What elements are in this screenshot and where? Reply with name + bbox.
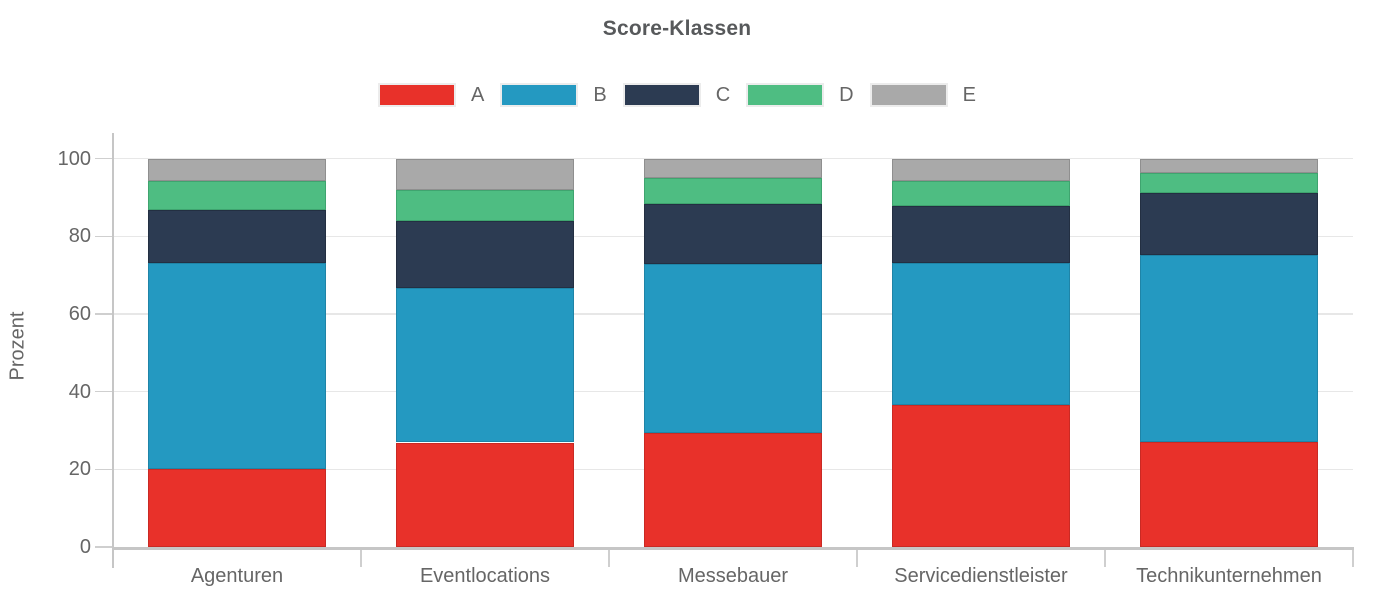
y-tick	[95, 546, 113, 548]
x-category-label: Messebauer	[677, 565, 789, 587]
x-category-label: Eventlocations	[419, 565, 551, 587]
x-category-label: Agenturen	[190, 565, 284, 587]
legend-label: E	[962, 83, 976, 106]
legend-swatch-a	[378, 83, 457, 107]
bar-segment-d[interactable]	[1140, 173, 1318, 193]
bar-segment-d[interactable]	[644, 178, 822, 204]
bar-segment-b[interactable]	[148, 262, 326, 469]
bar-segment-c[interactable]	[396, 220, 574, 288]
bar-segment-a[interactable]	[892, 405, 1070, 547]
x-tick	[1104, 548, 1106, 567]
bar-segment-d[interactable]	[148, 180, 326, 211]
legend-item-e[interactable]: E	[869, 83, 976, 107]
bar-segment-d[interactable]	[396, 190, 574, 221]
chart-title: Score-Klassen	[602, 17, 752, 40]
bar-segment-c[interactable]	[148, 210, 326, 263]
legend-item-d[interactable]: D	[746, 83, 854, 107]
y-tick	[95, 468, 113, 471]
x-axis-line	[112, 547, 1354, 550]
x-category-label: Technikunternehmen	[1136, 565, 1322, 587]
bar-segment-b[interactable]	[1140, 255, 1318, 442]
x-tick	[608, 548, 610, 567]
bar-segment-c[interactable]	[892, 205, 1070, 263]
legend-swatch-e	[869, 83, 948, 107]
legend-item-c[interactable]: C	[622, 83, 731, 107]
y-tick-label: 80	[68, 225, 91, 248]
y-tick	[95, 390, 113, 393]
bar-segment-c[interactable]	[644, 204, 822, 265]
x-category-label: Servicedienstleister	[894, 565, 1068, 587]
legend-item-a[interactable]: A	[378, 83, 484, 107]
y-tick	[95, 235, 113, 238]
y-axis-line	[112, 133, 114, 568]
bar-segment-a[interactable]	[1140, 441, 1318, 547]
bar-segment-e[interactable]	[148, 158, 326, 181]
legend-label: D	[839, 83, 854, 106]
legend-label: C	[715, 83, 731, 106]
bar-segment-b[interactable]	[396, 287, 574, 443]
bar-segment-d[interactable]	[892, 180, 1070, 206]
legend-swatch-b	[500, 83, 579, 107]
bar-segment-e[interactable]	[892, 158, 1070, 181]
legend-swatch-d	[746, 83, 825, 107]
x-tick	[1352, 548, 1354, 567]
legend-label: A	[471, 83, 485, 106]
bar-segment-b[interactable]	[892, 262, 1070, 406]
bar-segment-b[interactable]	[644, 264, 822, 434]
legend: A B C D E	[0, 83, 1354, 107]
bar-segment-e[interactable]	[644, 158, 822, 179]
y-tick-label: 40	[68, 380, 91, 403]
legend-item-b[interactable]: B	[500, 83, 607, 107]
y-tick-label: 100	[57, 147, 91, 170]
y-tick	[95, 157, 113, 160]
y-tick-label: 20	[68, 458, 91, 481]
bar-segment-e[interactable]	[396, 158, 574, 191]
y-tick-label: 0	[79, 536, 91, 558]
x-tick	[360, 548, 362, 567]
x-tick	[856, 548, 858, 567]
y-tick-label: 60	[68, 302, 91, 325]
legend-swatch-c	[622, 83, 701, 107]
bar-segment-a[interactable]	[644, 433, 822, 547]
bar-segment-a[interactable]	[396, 442, 574, 547]
bar-segment-e[interactable]	[1140, 158, 1318, 174]
legend-label: B	[593, 83, 607, 106]
bar-segment-c[interactable]	[1140, 192, 1318, 256]
bar-segment-a[interactable]	[148, 468, 326, 547]
y-tick	[95, 313, 113, 315]
